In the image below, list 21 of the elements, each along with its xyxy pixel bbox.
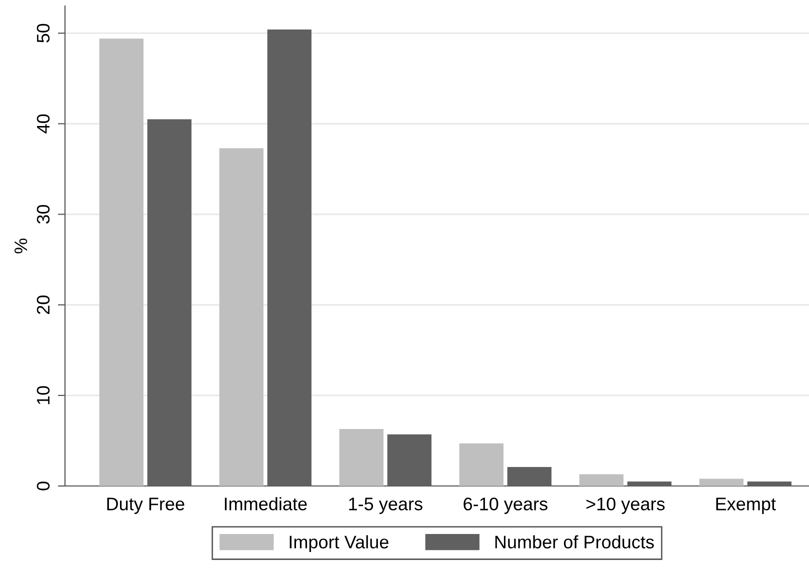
- y-tick-label: 40: [36, 114, 50, 134]
- x-tick-label: 6-10 years: [464, 498, 548, 514]
- x-tick-label: Exempt: [716, 498, 776, 514]
- y-tick-label: 0: [36, 482, 50, 490]
- y-tick-label: 20: [36, 296, 50, 314]
- y-tick-label: 50: [36, 24, 50, 42]
- bar: [579, 474, 624, 486]
- y-tick-label: 10: [36, 386, 50, 404]
- x-tick-label: Immediate: [224, 497, 307, 510]
- x-tick-label: Duty Free: [107, 498, 184, 514]
- legend-label: Number of Products: [495, 535, 654, 548]
- y-tick-label: 30: [36, 204, 50, 224]
- x-tick-label: 1-5 years: [349, 498, 422, 514]
- bar: [459, 443, 504, 486]
- bar: [339, 428, 384, 486]
- bar: [219, 148, 264, 486]
- bar: [99, 38, 144, 486]
- y-axis-title: %: [14, 238, 28, 254]
- x-tick-label: >10 years: [586, 498, 665, 514]
- bar: [699, 478, 744, 486]
- legend-label: Import Value: [290, 535, 388, 552]
